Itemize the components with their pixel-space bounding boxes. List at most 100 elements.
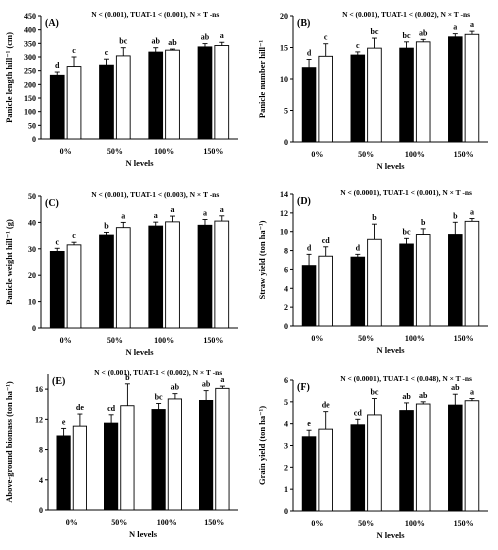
panel-e-letter-s2-1: de [76, 403, 84, 412]
panel-b-y-tick-label: 0 [284, 138, 288, 147]
panel-c-y-tick-label: 40 [28, 218, 36, 227]
panel-d-letter-s2-4: a [470, 208, 474, 217]
panel-c-stats-annotation: N < (0.001), TUAT-1 < (0.003), N × T -ns [91, 190, 219, 199]
panel-c-y-axis-title: Panicle weight hill⁻¹ (g) [4, 219, 14, 305]
panel-d-y-tick-label: 2 [284, 303, 288, 312]
panel-c-category-label: 50% [107, 336, 123, 345]
panel-e-letter-s2-2: b [125, 373, 130, 382]
panel-a-category-label: 50% [107, 147, 123, 156]
panel-d-letter-s2-3: b [421, 218, 426, 227]
panel-f-y-tick-label: 6 [284, 376, 288, 385]
panel-b-category-label: 0% [311, 150, 323, 159]
panel-b-letter-s1-2: c [356, 41, 360, 50]
panel-a-bar-s1-2 [99, 64, 114, 140]
panel-f-category-label: 150% [454, 519, 474, 528]
panel-a-bar-s2-1 [66, 66, 82, 140]
panel-b-letter-s2-2: bc [370, 27, 378, 36]
panel-d-stats-annotation: N < (0.0001), TUAT-1 < (0.001), N × T -n… [340, 188, 472, 197]
panel-c-bar-s2-1 [66, 244, 82, 329]
panel-b-bar-s2-3 [415, 41, 431, 143]
panel-e-bar-s2-1 [72, 425, 88, 511]
panel-d-letter-s1-2: d [356, 243, 361, 252]
panel-f-y-tick-label: 1 [284, 485, 288, 494]
panel-a-y-tick-label: 350 [24, 39, 36, 48]
panel-a-letter-s1-4: ab [201, 33, 210, 42]
panel-f-bar-s2-2 [367, 414, 382, 512]
panel-b-bar-s1-1 [301, 67, 317, 143]
panel-e-y-tick-label: 4 [39, 476, 43, 485]
panel-b-letter-s2-1: c [324, 33, 328, 42]
panel-f-y-tick-label: 2 [284, 463, 288, 472]
panel-a-y-tick-label: 200 [24, 80, 36, 89]
panel-f-letter-s1-1: e [307, 419, 311, 428]
panel-d-x-axis-title: N levels [376, 345, 405, 355]
panel-c-category-label: 100% [154, 336, 174, 345]
panel-e-bar-s2-4 [215, 387, 230, 511]
panel-c-letter-s2-1: c [72, 231, 76, 240]
panel-a-y-tick-label: 300 [24, 53, 36, 62]
panel-e-letter-s2-4: a [220, 375, 224, 384]
panel-a-letter-s2-3: ab [168, 38, 177, 47]
panel-b-letter-s2-3: ab [419, 28, 428, 37]
panel-d-category-label: 0% [311, 334, 323, 343]
panel-b-bar-s1-2 [350, 54, 366, 143]
panel-f-stats-annotation: N < (0.0001), TUAT-1 < (0.048), N × T -n… [340, 374, 472, 383]
panel-a-bar-s1-3 [148, 51, 164, 140]
panel-f-bar-s2-4 [464, 400, 480, 512]
panel-b-x-axis-title: N levels [376, 161, 405, 171]
panel-f-y-axis-title: Grain yield (ton ha⁻¹) [257, 406, 267, 485]
panel-b-letter-s1-3: bc [403, 31, 411, 40]
panel-a-letter-s2-2: bc [119, 37, 127, 46]
panel-f-bar-s1-3 [399, 410, 414, 512]
panel-e-letter-s1-4: ab [202, 380, 211, 389]
panel-a-y-tick-label: 450 [24, 12, 36, 21]
panel-f-letter-s1-3: ab [402, 392, 411, 401]
panel-a-bar-s1-1 [49, 74, 65, 140]
panel-a-bar-s2-3 [165, 49, 180, 140]
panel-a-category-label: 0% [60, 147, 72, 156]
panel-b-category-label: 100% [405, 150, 425, 159]
panel-a-bar-s2-4 [214, 45, 230, 140]
panel-a-stats-annotation: N < (0.001), TUAT-1 < (0.001), N × T -ns [91, 10, 219, 19]
panel-b-y-tick-label: 15 [280, 44, 288, 53]
panel-c: 0 10 20 30 40 50 c c 0% b a 50% a a 100% a a 150% (C) N < (… [4, 190, 238, 357]
panel-b-y-axis-title: Panicle number hill⁻¹ [257, 39, 267, 118]
panel-d-y-axis-title: Straw yield (ton ha⁻¹) [257, 220, 267, 299]
panel-c-y-tick-label: 30 [28, 245, 36, 254]
panel-d-bar-s2-3 [415, 234, 431, 327]
panel-a-y-tick-label: 400 [24, 26, 36, 35]
panel-d-y-tick-label: 14 [280, 190, 288, 199]
panel-b-y-tick-label: 20 [280, 12, 288, 21]
panel-c-letter-s2-4: a [220, 205, 224, 214]
panel-a-y-axis-title: Panicle length hill⁻¹ (cm) [4, 32, 14, 123]
panel-a-label: (A) [45, 18, 59, 29]
panel-f-y-tick-label: 3 [284, 442, 288, 451]
panel-d-y-tick-label: 0 [284, 322, 288, 331]
panel-d-bar-s1-2 [350, 256, 366, 327]
panel-a-letter-s1-3: ab [152, 37, 161, 46]
panel-a-bar-s1-4 [197, 46, 213, 140]
panel-f-letter-s1-4: ab [451, 383, 460, 392]
panel-d-y-tick-label: 6 [284, 265, 288, 274]
panel-b-letter-s1-1: d [307, 48, 312, 57]
panel-c-bar-s1-3 [148, 225, 164, 329]
panel-f-category-label: 50% [358, 519, 374, 528]
panel-a-y-tick-label: 150 [24, 94, 36, 103]
panel-b-y-tick-label: 10 [280, 75, 288, 84]
panel-c-letter-s1-3: a [154, 211, 158, 220]
panel-c-x-axis-title: N levels [125, 347, 154, 357]
panel-e-letter-s1-1: e [62, 417, 66, 426]
panel-b-y-tick-label: 5 [284, 107, 288, 116]
panel-b-category-label: 150% [454, 150, 474, 159]
panel-e-category-label: 150% [204, 518, 224, 527]
panel-d-y-tick-label: 8 [284, 247, 288, 256]
panel-c-letter-s2-3: a [171, 205, 175, 214]
panel-d-y-tick-label: 4 [284, 284, 288, 293]
panel-b-letter-s1-4: a [453, 23, 457, 32]
panel-c-bar-s2-2 [115, 227, 131, 329]
